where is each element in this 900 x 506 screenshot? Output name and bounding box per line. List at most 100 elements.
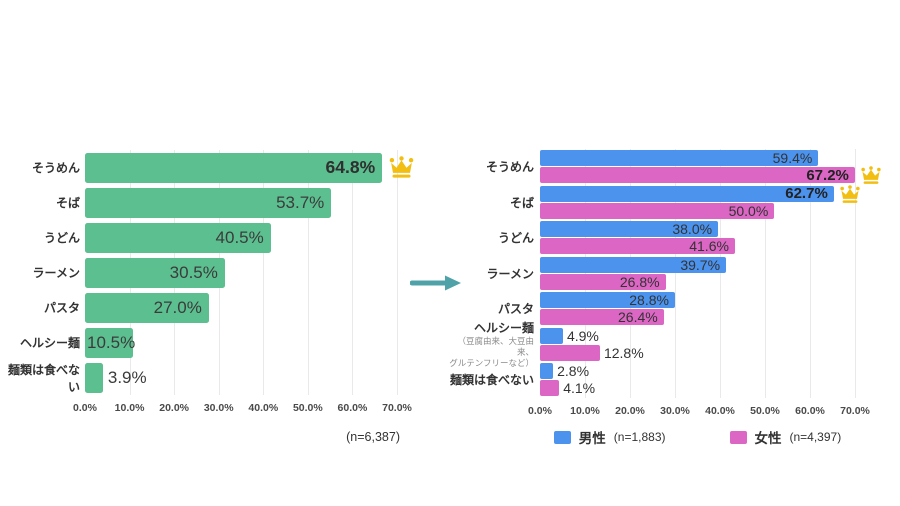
- overall-bar: [85, 222, 271, 253]
- crown-icon: [840, 184, 860, 203]
- row-plot: 4.9% 12.8%: [540, 327, 868, 363]
- value-label: 4.9%: [566, 327, 599, 344]
- value-label: 30.5%: [169, 262, 218, 282]
- value-label: 53.7%: [276, 192, 325, 212]
- bar-wrap-female: 26.8%: [540, 273, 868, 290]
- gridline: [263, 150, 265, 395]
- chart-row: ラーメン 30.5%: [6, 255, 406, 290]
- overall-bar: [85, 292, 209, 323]
- category-label-text: そば: [509, 195, 534, 210]
- category-label: パスタ: [444, 291, 534, 327]
- value-label: 28.8%: [629, 292, 669, 308]
- bar-wrap-female: 41.6%: [540, 238, 868, 254]
- female-bar: [540, 344, 600, 361]
- male-bar: [540, 221, 719, 237]
- overall-bar: [85, 327, 134, 358]
- overall-bar: [85, 152, 383, 183]
- male-swatch-icon: [553, 430, 571, 444]
- category-label: そば: [444, 185, 534, 221]
- male-bar: [540, 363, 554, 379]
- gender-rows: そうめん 59.4% 67.2% そば 62.7%: [444, 149, 881, 398]
- row-plot: 27.0%: [85, 290, 406, 325]
- x-tick-label: 40.0%: [705, 405, 735, 417]
- category-label-text: ラーメン: [486, 266, 534, 281]
- x-tick-label: 70.0%: [840, 405, 870, 417]
- chart-row: ヘルシー麺 10.5%: [6, 325, 406, 360]
- overall-x-axis: 0.0% 10.0% 20.0% 30.0% 40.0% 50.0% 60.0% 70.0%: [73, 402, 412, 416]
- chart-row: パスタ 27.0%: [6, 290, 406, 325]
- value-label: 59.4%: [772, 150, 813, 166]
- x-tick-label: 30.0%: [660, 405, 690, 417]
- x-tick-label: 20.0%: [615, 405, 645, 417]
- value-label: 40.5%: [215, 227, 264, 247]
- overall-bar: [85, 257, 225, 288]
- x-tick-label: 70.0%: [382, 402, 412, 414]
- male-bar: [540, 150, 819, 166]
- row-plot: 38.0% 41.6%: [540, 220, 868, 256]
- legend-item-male: 男性 (n=1,883): [553, 427, 666, 447]
- bar-wrap-female: 26.4%: [540, 309, 868, 325]
- bar-wrap-female: 50.0%: [540, 202, 868, 219]
- male-bar: [540, 256, 727, 273]
- x-tick-label: 40.0%: [248, 402, 279, 414]
- category-label: ヘルシー麺: [19, 336, 80, 350]
- value-label: 67.2%: [806, 166, 849, 184]
- crown-icon: [389, 156, 414, 178]
- category-sublabel: グルテンフリーなど）: [449, 358, 534, 369]
- bar-wrap-male: 38.0%: [540, 221, 868, 237]
- category-label: 麺類は食べない: [7, 362, 80, 394]
- category-label: そうめん: [444, 149, 534, 185]
- male-bar: [540, 185, 834, 202]
- bar-wrap-female: 67.2%: [540, 166, 881, 184]
- chart-row: 麺類は食べない 2.8% 4.1%: [444, 362, 868, 398]
- bar-wrap-male: 2.8%: [540, 363, 868, 379]
- category-label: そうめん: [31, 161, 80, 175]
- value-label: 26.8%: [619, 273, 660, 290]
- row-plot: 62.7% 50.0%: [540, 184, 868, 221]
- overall-rows: そうめん 64.8% そば 53.7% うどん 40.5% ラーメン 30.5%: [6, 150, 414, 395]
- gridline: [675, 149, 676, 398]
- x-tick-label: 10.0%: [114, 402, 145, 414]
- chart-row: そうめん 59.4% 67.2%: [444, 149, 881, 185]
- row-plot: 40.5%: [85, 220, 406, 255]
- chart-row: うどん 40.5%: [6, 220, 406, 255]
- row-plot: 59.4% 67.2%: [540, 149, 881, 185]
- gridline: [352, 150, 354, 395]
- overall-sample-size: (n=6,387): [346, 430, 400, 444]
- female-swatch-icon: [729, 430, 747, 444]
- category-label-text: ヘルシー麺: [473, 321, 534, 336]
- x-tick-label: 20.0%: [159, 402, 190, 414]
- x-tick-label: 50.0%: [750, 405, 780, 417]
- chart-row: そば 62.7% 50.0%: [444, 184, 868, 221]
- row-plot: 28.8% 26.4%: [540, 291, 868, 327]
- x-tick-label: 30.0%: [203, 402, 234, 414]
- category-label: うどん: [444, 220, 534, 256]
- category-label: ラーメン: [444, 256, 534, 292]
- x-tick-label: 10.0%: [570, 405, 600, 417]
- category-label: ラーメン: [32, 266, 80, 280]
- x-tick-label: 0.0%: [73, 402, 97, 414]
- legend-item-female: 女性 (n=4,397): [729, 427, 841, 447]
- category-label: 麺類は食べない: [444, 362, 534, 398]
- gridline: [810, 149, 811, 398]
- x-tick-label: 50.0%: [292, 402, 323, 414]
- bar-wrap-male: 4.9%: [540, 327, 868, 344]
- value-label: 10.5%: [87, 332, 136, 352]
- gridline: [397, 150, 398, 395]
- gridline: [720, 149, 721, 398]
- value-label: 39.7%: [680, 256, 721, 273]
- chart-row: 麺類は食べない 3.9%: [6, 360, 406, 395]
- x-tick-label: 60.0%: [337, 402, 368, 414]
- value-label: 38.0%: [672, 221, 713, 237]
- male-bar: [540, 292, 675, 308]
- value-label: 3.9%: [107, 367, 147, 387]
- row-plot: 2.8% 4.1%: [540, 362, 868, 398]
- gridline: [307, 150, 309, 395]
- bar-wrap-male: 28.8%: [540, 292, 868, 308]
- x-tick-label: 0.0%: [528, 405, 552, 417]
- female-bar: [540, 380, 560, 396]
- legend-male-label: 男性: [578, 431, 606, 446]
- chart-row: ヘルシー麺 （豆腐由来、大豆由来、 グルテンフリーなど） 4.9% 12.8%: [444, 321, 868, 368]
- overall-chart: そうめん 64.8% そば 53.7% うどん 40.5% ラーメン 30.5%: [6, 150, 414, 460]
